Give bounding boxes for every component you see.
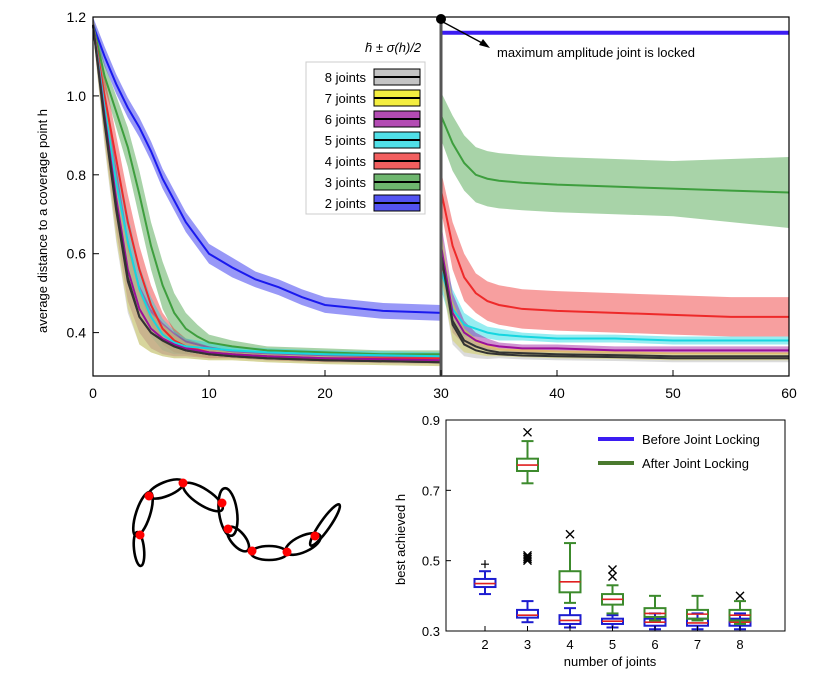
joint-dot [223,524,233,534]
line-after-7-joints [440,253,789,358]
bp-x-tick-label: 5 [609,637,616,652]
joint-dot [282,547,292,557]
legend-label: 8 joints [325,70,367,85]
outlier-mark [523,427,532,437]
line-before-3-joints [92,24,441,356]
y-tick-label: 1.0 [67,88,87,104]
outlier-mark [523,554,532,564]
legend-label: 7 joints [325,91,367,106]
bp-x-tick-label: 7 [694,637,701,652]
legend-label: 5 joints [325,133,367,148]
x-tick-label: 0 [89,385,97,401]
joint-dot [247,546,257,556]
x-tick-label: 30 [433,385,449,401]
outlier-mark [735,591,745,601]
bp-y-tick-label: 0.5 [422,554,440,569]
band-before-2-joints [93,17,441,321]
outlier-mark [481,560,489,569]
lock-point-marker [436,14,446,24]
line-chart-legend: h̄ ± σ(h)/2 8 joints 7 joints 6 joints 5 jo… [305,40,426,215]
box-before-4 [558,607,582,629]
legend-label: 2 joints [325,196,367,211]
outlier-mark [523,550,532,560]
x-tick-label: 40 [549,385,565,401]
x-tick-label: 60 [781,385,797,401]
boxplot-legend: Before Joint Locking After Joint Locking [598,432,760,471]
box-body [643,607,667,618]
joint-markers [135,478,320,557]
joint-dot [144,491,154,501]
line-after-3-joints [440,115,790,194]
y-tick-label: 1.2 [67,9,87,25]
y-tick-label: 0.6 [67,246,87,262]
line-chart-ticks: 0 10 20 30 40 50 60 0.4 0.6 0.8 1.0 1.2 [67,9,797,401]
box-before-5 [601,614,624,629]
outlier-mark [565,529,575,539]
line-before-8-joints [92,24,442,364]
annotation-arrow-head [479,39,490,48]
box-after-8 [728,591,752,625]
joint-dot [310,531,320,541]
bp-x-tick-label: 4 [566,637,573,652]
bp-y-tick-label: 0.7 [422,483,440,498]
legend-label: 6 joints [325,112,367,127]
bp-y-tick-label: 0.3 [422,624,440,639]
legend-label: 4 joints [325,154,367,169]
boxplot-ticks: 0.3 0.5 0.7 0.9 2 3 4 5 6 7 8 [422,413,744,652]
outlier-mark [523,552,532,562]
joint-dot [178,478,188,488]
link-ellipse [217,486,239,538]
boxplot-ylabel: best achieved h [393,494,408,585]
legend-label-after: After Joint Locking [642,456,749,471]
line-after-4-joints [440,190,789,318]
bp-x-tick-label: 6 [651,637,658,652]
bp-x-tick-label: 2 [481,637,488,652]
legend-label: 3 joints [325,175,367,190]
band-after-3-joints [441,91,789,229]
y-tick-label: 0.4 [67,325,87,341]
y-tick-label: 0.8 [67,167,87,183]
x-tick-label: 10 [201,385,217,401]
link-ellipse [249,544,289,562]
joint-chain-illustration [131,478,342,568]
x-tick-label: 50 [665,385,681,401]
line-chart-ylabel: average distance to a coverage point h [35,109,50,333]
line-before-2-joints [92,24,442,314]
line-after-5-joints [440,269,789,342]
boxplot-frame [445,419,786,632]
box-after-3 [516,427,539,566]
line-after-6-joints [440,245,789,352]
joint-dot [135,530,145,540]
box-after-7 [686,594,709,622]
outlier-mark [608,564,617,574]
legend-title: h̄ ± σ(h)/2 [365,40,422,55]
box-after-5 [601,564,624,615]
outlier-mark [608,571,617,581]
boxplot-xlabel: number of joints [564,654,657,669]
line-before-5-joints [92,24,442,358]
box-body [558,614,582,625]
box-after-4 [558,529,582,604]
lock-annotation: maximum amplitude joint is locked [497,45,695,60]
bp-x-tick-label: 8 [736,637,743,652]
box-after-6 [643,594,667,622]
annotation-arrow [442,21,485,45]
bp-y-tick-label: 0.9 [422,413,440,428]
box-before-2 [473,560,497,596]
box-body [516,608,539,619]
box-before-3 [516,600,539,624]
band-after-4-joints [441,170,789,337]
x-tick-label: 20 [317,385,333,401]
line-after-8-joints [440,253,789,360]
joint-dot [217,498,227,508]
legend-label-before: Before Joint Locking [642,432,760,447]
link-ellipse [308,503,342,547]
band-after-8-joints [441,230,789,363]
line-chart-lines [92,24,790,364]
band-after-5-joints [441,249,789,345]
bp-x-tick-label: 3 [524,637,531,652]
line-before-6-joints [92,24,442,362]
